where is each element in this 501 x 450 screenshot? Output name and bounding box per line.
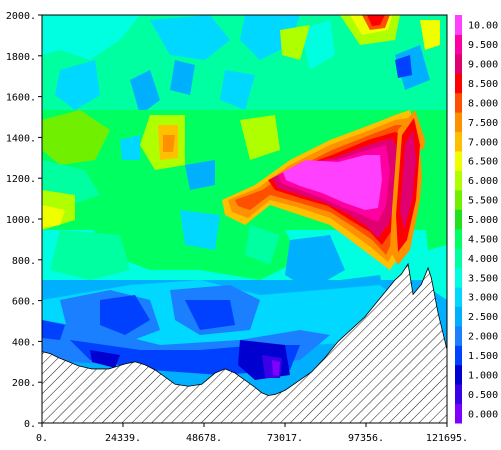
legend-swatch	[455, 306, 462, 327]
y-tick-label: 1800.	[6, 52, 36, 63]
legend-label: 7.500	[468, 118, 498, 129]
legend-label: 4.000	[468, 254, 498, 265]
legend-label: 9.500	[468, 40, 498, 51]
legend-swatch	[455, 151, 462, 171]
legend-label: 9.000	[468, 60, 498, 71]
legend-label: 0.000	[468, 409, 498, 420]
legend-label: 2.000	[468, 332, 498, 343]
legend-label: 7.000	[468, 137, 498, 148]
contour-field	[42, 15, 447, 423]
y-tick-label: 1000.	[6, 215, 36, 226]
legend-label: 8.500	[468, 79, 498, 90]
legend-label: 8.000	[468, 98, 498, 109]
legend-label: 5.500	[468, 196, 498, 207]
legend-swatch	[455, 287, 462, 307]
x-tick-label: 97356.	[348, 433, 384, 444]
legend-swatch	[455, 248, 462, 269]
x-tick-label: 121695.	[426, 433, 468, 444]
legend-swatch	[455, 189, 462, 210]
y-tick-label: 1200.	[6, 174, 36, 185]
legend-swatch	[455, 73, 462, 94]
legend-swatch	[455, 53, 462, 74]
legend-swatch	[455, 15, 462, 35]
y-tick-label: 2000.	[6, 11, 36, 22]
legend-label: 1.500	[468, 351, 498, 362]
legend-swatch	[455, 131, 462, 152]
legend-label: 10.00	[468, 21, 498, 32]
legend-label: 4.500	[468, 234, 498, 245]
legend-swatch	[455, 345, 462, 366]
legend-label: 3.000	[468, 293, 498, 304]
y-tick-label: 600.	[12, 297, 36, 308]
legend-swatch	[455, 170, 462, 191]
legend-swatch	[455, 209, 462, 230]
y-tick-label: 800.	[12, 256, 36, 267]
legend-label: 6.500	[468, 157, 498, 168]
legend-label: 0.500	[468, 390, 498, 401]
legend-swatch	[455, 92, 462, 113]
legend-label: 2.500	[468, 312, 498, 323]
legend-swatch	[455, 34, 462, 55]
y-axis: 0. 200. 400. 600. 800. 1000. 1200. 1400. 1600. 18…	[6, 11, 42, 430]
legend-swatch	[455, 364, 462, 385]
legend-swatch	[455, 267, 462, 288]
legend-swatch	[455, 384, 462, 405]
legend-swatch	[455, 112, 462, 133]
x-tick-label: 73017.	[267, 433, 303, 444]
legend-swatch	[455, 228, 462, 249]
x-axis: 0. 24339. 48678. 73017. 97356. 121695.	[36, 423, 468, 444]
terrain-mask	[41, 262, 448, 424]
legend-label: 1.000	[468, 370, 498, 381]
y-tick-label: 1400.	[6, 133, 36, 144]
legend-swatch	[455, 325, 462, 346]
y-tick-label: 400.	[12, 337, 36, 348]
legend-label: 6.000	[468, 176, 498, 187]
x-tick-label: 24339.	[105, 433, 141, 444]
x-tick-label: 48678.	[186, 433, 222, 444]
y-tick-label: 0.	[24, 419, 36, 430]
legend-label: 5.000	[468, 215, 498, 226]
legend-swatch	[455, 403, 462, 424]
legend: 0.000 0.500 1.000 1.500 2.000 2.500 3.000 3.500…	[455, 15, 498, 424]
legend-label: 3.500	[468, 273, 498, 284]
x-tick-label: 0.	[36, 433, 48, 444]
y-tick-label: 200.	[12, 378, 36, 389]
y-tick-label: 1600.	[6, 93, 36, 104]
